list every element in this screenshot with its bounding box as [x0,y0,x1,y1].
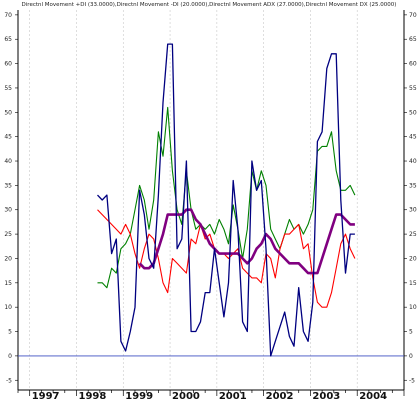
y-tick-label-left: 5 [8,329,12,336]
y-tick-label-left: 30 [4,207,12,214]
chart-title: Directnl Movement +DI (33.0000),Directnl… [22,2,397,8]
y-tick-label-right: 5 [409,329,413,336]
x-tick-label-2001: 2001 [219,391,247,400]
y-tick-label-right: 55 [409,85,417,92]
x-tick-label-1997: 1997 [32,391,60,400]
y-tick-label-left: 0 [8,353,12,360]
x-tick-label-2000: 2000 [172,391,200,400]
y-tick-label-right: 50 [409,109,417,116]
series-line-di [97,106,356,289]
x-tick-label-2004: 2004 [359,391,387,400]
series-line-dx [97,43,355,357]
plot-frame [17,10,405,391]
y-tick-label-right: 35 [409,182,417,189]
series-layer [97,43,356,357]
y-tick-label-right: 30 [409,207,417,214]
y-tick-label-right: 10 [409,304,417,311]
gridlines [29,10,358,390]
y-tick-label-right: 25 [409,231,417,238]
x-axis: 1997 1998 1999 2000 2001 2002 2003 2004 [17,390,405,400]
x-tick-label-1998: 1998 [78,391,106,400]
y-axis-left: -5 0 5 10 15 20 25 30 35 40 45 50 55 60 65 70 [4,12,18,384]
y-tick-label-right: 65 [409,36,417,43]
y-tick-label-left: 40 [4,158,12,165]
y-tick-label-left: 65 [4,36,12,43]
y-tick-label-right: 15 [409,280,417,287]
y-tick-label-left: 15 [4,280,12,287]
x-tick-label-1999: 1999 [125,391,153,400]
series-line-adx [138,208,355,275]
y-tick-label-left: 60 [4,61,12,68]
y-tick-label-right: 45 [409,134,417,141]
y-tick-label-left: -5 [6,377,12,384]
x-tick-label-2003: 2003 [312,391,340,400]
x-tick-label-2002: 2002 [266,391,294,400]
y-tick-label-left: 45 [4,134,12,141]
y-tick-label-right: 40 [409,158,417,165]
y-tick-label-right: -5 [409,377,415,384]
y-tick-label-left: 35 [4,182,12,189]
y-tick-label-right: 0 [409,353,413,360]
y-tick-label-left: 70 [4,12,12,19]
y-tick-label-right: 20 [409,255,417,262]
y-tick-label-right: 70 [409,12,417,19]
y-tick-label-left: 10 [4,304,12,311]
y-tick-label-left: 50 [4,109,12,116]
y-tick-label-right: 60 [409,61,417,68]
y-tick-label-left: 25 [4,231,12,238]
y-tick-label-left: 20 [4,255,12,262]
y-tick-label-left: 55 [4,85,12,92]
y-axis-right: -5 0 5 10 15 20 25 30 35 40 45 50 55 60 65 70 [404,12,417,384]
